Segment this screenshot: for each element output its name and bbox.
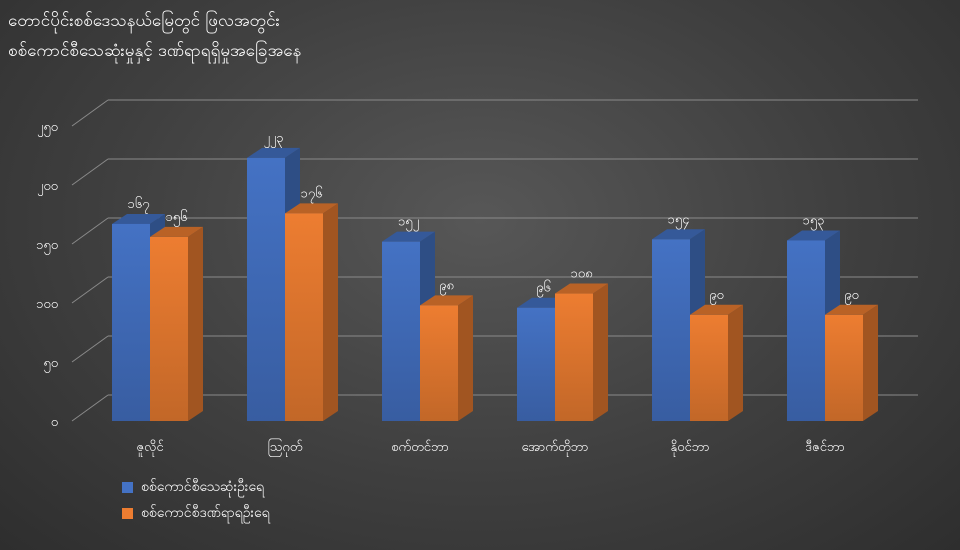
x-tick-label: နိုဝင်ဘာ (670, 439, 709, 457)
y-tick-label: ၀ (51, 415, 58, 430)
bar-top (285, 203, 338, 214)
bar-side (188, 226, 203, 421)
data-label: ၁၅၃ (803, 213, 825, 230)
x-tick-label: ဩဂုတ် (268, 438, 303, 457)
bar (690, 314, 728, 421)
legend-swatch-injured (122, 507, 133, 519)
bar-top (382, 231, 435, 242)
bar-top (247, 147, 300, 158)
gridline-depth (71, 394, 109, 422)
legend: စစ်ကောင်စီသေဆုံးဦးရေ စစ်ကောင်စီဒဏ်ရာရဦးရ… (122, 474, 270, 526)
data-label: ၉၀ (844, 288, 859, 305)
data-label: ၂၂၃ (263, 131, 283, 148)
gridline-depth (71, 276, 109, 304)
data-label: ၁၅၄ (668, 212, 691, 229)
bar-top (652, 229, 705, 240)
gridline-depth (71, 335, 109, 363)
bar-top (555, 283, 608, 294)
data-label: ၁၀၈ (570, 267, 592, 282)
bar-top (787, 230, 840, 241)
x-tick-label: ဒီဇင်ဘာ (805, 439, 845, 455)
data-label: ၁၆၇ (128, 196, 150, 214)
bar-side (323, 203, 338, 421)
bar-top (420, 295, 473, 306)
gridline-depth (71, 217, 109, 245)
x-tick-label: အောက်တိုဘာ (521, 439, 588, 457)
bar-top (690, 304, 743, 315)
bar (517, 307, 555, 421)
y-tick-label: ၂၀၀ (37, 179, 58, 196)
bar (825, 314, 863, 421)
y-tick-label: ၁၀၀ (36, 297, 58, 312)
y-tick-label: ၂၅၀ (37, 120, 58, 137)
data-label: ၉၆ (536, 280, 551, 298)
data-label: ၁၇၆ (301, 185, 323, 203)
legend-item-injured: စစ်ကောင်စီဒဏ်ရာရဦးရေ (122, 500, 270, 526)
bar-side (458, 295, 473, 421)
bar (382, 241, 420, 421)
x-tick-label: ဇူလိုင် (136, 439, 164, 457)
bar (285, 213, 323, 421)
gridline-depth (71, 158, 109, 186)
chart-title-line-1: တောင်ပိုင်းစစ်ဒေသနယ်မြေတွင် ဖြလအတွင်း (8, 11, 280, 31)
chart-title: တောင်ပိုင်းစစ်ဒေသနယ်မြေတွင် ဖြလအတွင်း စစ… (8, 6, 301, 66)
bar-top (150, 226, 203, 237)
legend-label-injured: စစ်ကောင်စီဒဏ်ရာရဦးရေ (141, 504, 270, 521)
x-tick-label: စက်တင်ဘာ (391, 439, 449, 455)
data-label: ၉၀ (709, 288, 724, 305)
y-tick-label: ၁၅၀ (36, 238, 58, 255)
bar (420, 305, 458, 421)
data-label: ၁၅၂ (398, 215, 419, 232)
bar (112, 223, 150, 421)
legend-swatch-deaths (122, 481, 133, 493)
bar-side (593, 283, 608, 421)
bar (787, 240, 825, 421)
bar (150, 236, 188, 421)
data-label: ၉၈ (439, 278, 454, 295)
legend-item-deaths: စစ်ကောင်စီသေဆုံးဦးရေ (122, 474, 270, 500)
data-label: ၁၅၆ (166, 209, 188, 227)
bar-top (112, 213, 165, 224)
y-tick-label: ၅၀ (43, 356, 58, 373)
bar (247, 157, 285, 422)
bar-top (825, 304, 878, 315)
bar (555, 293, 593, 421)
chart-title-line-2: စစ်ကောင်စီသေဆုံးမှုနှင့် ဒဏ်ရာရရှိမှုအခြ… (8, 41, 302, 61)
legend-label-deaths: စစ်ကောင်စီသေဆုံးဦးရေ (141, 478, 265, 495)
bar-side (863, 304, 878, 421)
gridline-depth (71, 99, 109, 127)
bar (652, 239, 690, 421)
bar-side (728, 304, 743, 421)
